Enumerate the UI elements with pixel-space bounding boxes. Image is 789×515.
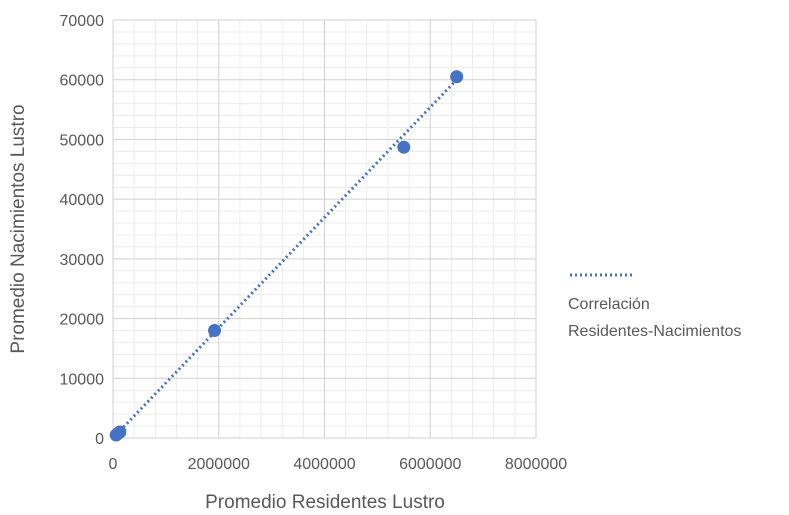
legend-label-line-1: Correlación <box>568 296 650 313</box>
y-tick-label: 40000 <box>60 192 105 209</box>
y-axis-tick-labels: 0 10000 20000 30000 40000 50000 60000 70000 <box>60 13 105 448</box>
y-tick-label: 20000 <box>60 312 105 329</box>
x-tick-label: 8000000 <box>505 456 567 473</box>
y-tick-label: 0 <box>95 431 104 448</box>
data-point <box>113 425 127 439</box>
x-axis-title: Promedio Residentes Lustro <box>205 492 445 513</box>
x-tick-label: 0 <box>109 456 118 473</box>
data-point <box>397 140 411 154</box>
major-gridlines <box>112 19 537 439</box>
legend-label-line-2: Residentes-Nacimientos <box>568 323 741 340</box>
x-axis-tick-labels: 0 2000000 4000000 6000000 8000000 <box>109 456 568 473</box>
data-point <box>450 70 464 84</box>
y-tick-label: 10000 <box>60 371 105 388</box>
y-axis-title: Promedio Nacimientos Lustro <box>8 104 29 353</box>
y-tick-label: 50000 <box>60 132 105 149</box>
data-point <box>208 324 222 338</box>
y-tick-label: 70000 <box>60 13 105 30</box>
y-tick-label: 30000 <box>60 252 105 269</box>
x-tick-label: 6000000 <box>399 456 461 473</box>
x-tick-label: 2000000 <box>188 456 250 473</box>
legend: Correlación Residentes-Nacimientos <box>568 273 741 340</box>
x-tick-label: 4000000 <box>293 456 355 473</box>
y-tick-label: 60000 <box>60 73 105 90</box>
data-points <box>109 70 464 442</box>
